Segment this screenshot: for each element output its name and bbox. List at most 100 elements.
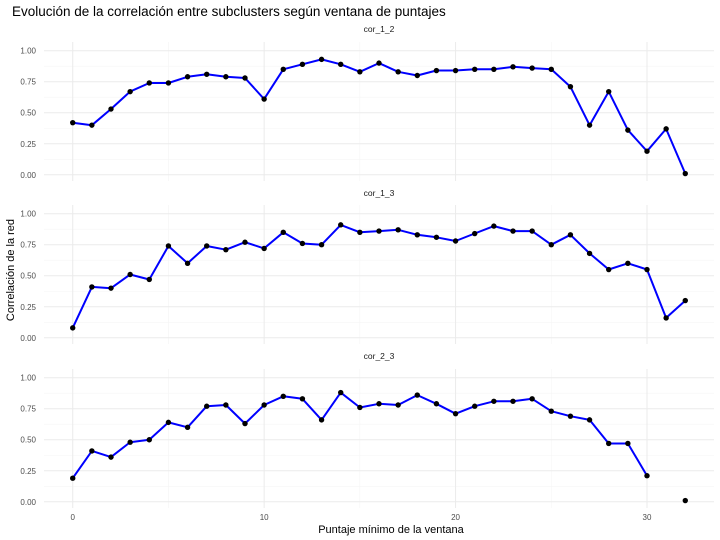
data-point — [663, 315, 669, 321]
data-point — [395, 402, 401, 408]
data-point — [510, 398, 516, 404]
data-point — [223, 402, 229, 408]
data-point — [299, 396, 306, 402]
y-tick-label: 0.25 — [20, 303, 36, 312]
data-point — [184, 424, 191, 431]
data-point — [472, 230, 478, 237]
data-point — [376, 60, 382, 66]
data-point — [184, 260, 191, 267]
data-point — [472, 66, 478, 73]
data-point — [165, 80, 172, 86]
data-point — [299, 61, 306, 68]
y-tick-label: 0.25 — [20, 140, 36, 149]
data-point — [510, 228, 516, 234]
data-point — [318, 242, 325, 248]
facet-strip-label: cor_2_3 — [364, 351, 395, 361]
data-point — [70, 475, 76, 481]
y-tick-label: 0.50 — [20, 272, 36, 281]
data-point — [414, 392, 420, 398]
data-point — [338, 222, 344, 228]
data-point — [433, 401, 440, 407]
data-point — [567, 232, 574, 238]
data-point — [165, 419, 172, 426]
y-tick-label: 0.00 — [20, 498, 36, 507]
data-point — [89, 284, 95, 290]
chart-title: Evolución de la correlación entre subclu… — [12, 4, 446, 19]
data-point — [414, 72, 420, 79]
data-point — [510, 64, 516, 70]
data-point — [357, 69, 363, 75]
facet-panel-cor_2_3: cor_2_3 0.00 0.25 0.50 0.75 1.00 — [20, 351, 714, 508]
data-point — [625, 440, 631, 447]
data-point — [89, 122, 95, 128]
data-point — [452, 238, 459, 244]
data-point — [223, 246, 229, 253]
facet-strip-label: cor_1_2 — [364, 24, 395, 34]
data-point — [89, 448, 95, 454]
data-point — [395, 69, 401, 75]
data-point — [242, 75, 248, 81]
data-point — [108, 106, 114, 112]
data-point — [529, 228, 535, 234]
data-point — [146, 80, 152, 86]
y-tick-label: 0.75 — [20, 405, 36, 414]
data-point — [491, 398, 497, 404]
data-point — [663, 126, 669, 132]
data-point — [318, 417, 325, 423]
data-point — [491, 66, 497, 73]
data-point — [204, 403, 210, 409]
data-point — [204, 243, 210, 249]
y-tick-label: 0.75 — [20, 241, 36, 250]
data-point — [548, 66, 554, 73]
data-point — [452, 410, 459, 417]
y-tick-label: 0.00 — [20, 334, 36, 343]
data-point — [338, 61, 344, 68]
data-point — [146, 437, 152, 443]
data-point — [127, 271, 133, 278]
data-point — [338, 389, 344, 396]
y-tick-label: 1.00 — [20, 47, 36, 56]
data-point — [318, 56, 325, 63]
data-point — [644, 473, 650, 479]
data-point — [529, 396, 535, 402]
data-point — [529, 65, 535, 71]
data-point — [548, 408, 554, 414]
data-point — [682, 170, 688, 177]
series-line-cor_1_2 — [71, 58, 687, 175]
facet-strip-label: cor_1_3 — [364, 188, 395, 198]
data-point — [261, 402, 267, 408]
y-tick-label: 0.75 — [20, 78, 36, 87]
data-point — [357, 229, 363, 236]
data-point — [280, 66, 286, 73]
data-point — [682, 497, 688, 504]
facet-panel-cor_1_3: cor_1_3 0.00 0.25 0.50 0.75 1.00 — [20, 188, 714, 344]
data-point — [606, 88, 612, 95]
facet-panel-cor_1_2: cor_1_2 0.00 0.25 0.50 0.75 1.00 — [20, 24, 714, 181]
data-point — [376, 401, 382, 407]
data-point — [127, 439, 133, 445]
data-point — [452, 67, 459, 74]
data-point — [433, 67, 440, 74]
data-point — [682, 297, 688, 304]
data-point — [644, 148, 650, 154]
data-point — [414, 232, 420, 238]
data-point — [625, 127, 631, 133]
x-tick-label: 20 — [451, 513, 460, 522]
data-point — [586, 122, 593, 128]
data-point — [625, 260, 631, 267]
data-point — [261, 96, 267, 102]
y-tick-label: 0.50 — [20, 436, 36, 445]
data-point — [70, 325, 76, 331]
x-tick-label: 0 — [70, 513, 75, 522]
data-point — [204, 71, 210, 77]
data-point — [165, 243, 172, 249]
data-point — [223, 74, 229, 80]
data-point — [242, 239, 248, 245]
data-point — [586, 417, 593, 423]
facet-panels: cor_1_2 0.00 0.25 0.50 0.75 1.00 cor_1_3 0.00 0.… — [20, 24, 714, 522]
data-point — [280, 229, 286, 236]
data-point — [567, 83, 574, 90]
data-point — [606, 266, 612, 273]
data-point — [567, 413, 574, 419]
